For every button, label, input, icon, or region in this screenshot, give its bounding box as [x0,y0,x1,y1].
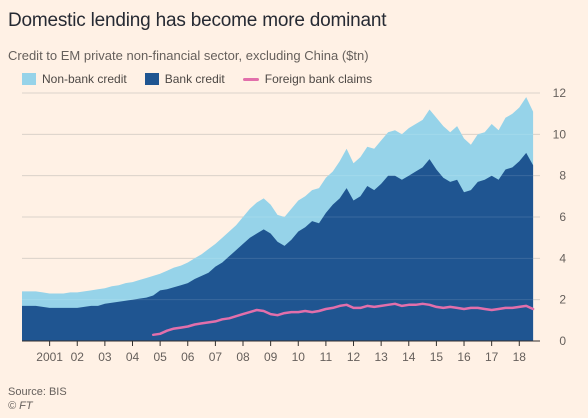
chart-title: Domestic lending has become more dominan… [8,10,387,31]
x-tick-label-15: 15 [430,350,444,364]
ft-credit: © FT [8,400,33,412]
x-tick-label-08: 08 [236,350,250,364]
footer: Source: BIS © FT [8,385,67,413]
x-tick-label-13: 13 [374,350,388,364]
x-tick-label-07: 07 [209,350,223,364]
x-tick-label-09: 09 [264,350,278,364]
source-note: Source: BIS [8,386,67,398]
series-bank-credit-area [22,152,534,341]
y-tick-label-2: 2 [559,293,566,307]
x-tick-label-03: 03 [98,350,112,364]
y-tick-label-0: 0 [559,334,566,348]
x-tick-label-17: 17 [485,350,499,364]
legend-swatch-bank [144,73,159,85]
legend-item-bank: Bank credit [144,72,225,86]
x-tick-label-12: 12 [347,350,361,364]
y-tick-label-8: 8 [559,169,566,183]
x-tick-label-2001: 2001 [36,350,63,364]
legend-label-foreign: Foreign bank claims [264,72,373,86]
legend-swatch-non-bank [22,73,36,85]
legend-item-foreign: Foreign bank claims [242,72,373,86]
legend-label-bank: Bank credit [164,72,225,86]
y-tick-label-12: 12 [553,86,567,100]
x-tick-label-16: 16 [457,350,471,364]
x-tick-label-10: 10 [292,350,306,364]
legend-label-non-bank: Non-bank credit [42,72,127,86]
y-tick-label-6: 6 [559,210,566,224]
x-tick-label-04: 04 [126,350,140,364]
legend: Non-bank credit Bank credit Foreign bank… [22,72,380,86]
y-tick-label-4: 4 [559,251,566,265]
legend-item-non-bank: Non-bank credit [22,72,127,86]
series-foreign-bank-claims-line [151,302,535,337]
x-tick-label-05: 05 [153,350,167,364]
x-tick-label-06: 06 [181,350,195,364]
chart-subtitle: Credit to EM private non-financial secto… [8,48,369,63]
x-tick-label-02: 02 [71,350,85,364]
legend-swatch-foreign [242,77,259,81]
y-tick-label-10: 10 [553,127,567,141]
x-tick-label-11: 11 [320,350,333,364]
x-tick-label-14: 14 [402,350,416,364]
x-tick-label-18: 18 [513,350,527,364]
